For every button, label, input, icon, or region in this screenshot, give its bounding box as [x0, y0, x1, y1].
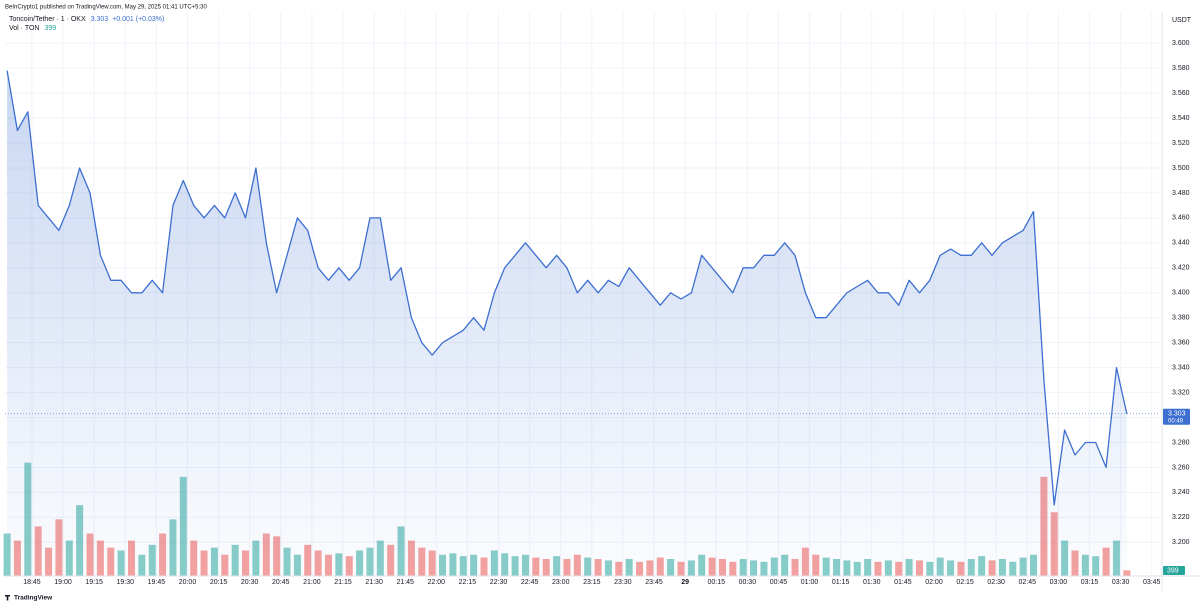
x-tick-label: 23:00	[552, 579, 570, 586]
logo: TradingView	[14, 595, 53, 602]
x-tick-label: 21:00	[303, 579, 321, 586]
x-tick-label: 03:30	[1112, 579, 1130, 586]
y-tick-label: 3.320	[1172, 389, 1190, 396]
y-tick-label: 3.540	[1172, 115, 1190, 122]
y-tick-label: 3.240	[1172, 489, 1190, 496]
y-tick-label: 3.360	[1172, 340, 1190, 347]
current-price-label: 3.303	[1168, 411, 1186, 418]
x-tick-label: 22:00	[428, 579, 446, 586]
x-tick-label: 19:15	[85, 579, 103, 586]
symbol: Toncoin/Tether · 1 · OKX	[9, 16, 86, 23]
x-tick-label: 02:30	[987, 579, 1005, 586]
y-tick-label: 3.400	[1172, 290, 1190, 297]
x-tick-label: 23:45	[645, 579, 663, 586]
y-tick-label: 3.480	[1172, 190, 1190, 197]
x-tick-label: 01:45	[894, 579, 912, 586]
x-tick-label: 19:30	[117, 579, 135, 586]
last-volume: 399	[44, 25, 56, 32]
x-tick-label: 23:15	[583, 579, 601, 586]
x-tick-label: 21:45	[396, 579, 414, 586]
y-tick-label: 3.440	[1172, 240, 1190, 247]
y-tick-label: 3.220	[1172, 514, 1190, 521]
change: +0.001 (+0.03%)	[112, 16, 164, 23]
current-volume-box	[1163, 566, 1185, 575]
countdown: 00:49	[1168, 418, 1184, 424]
y-tick-label: 3.460	[1172, 215, 1190, 222]
x-tick-label: 22:15	[459, 579, 477, 586]
x-tick-label: 20:30	[241, 579, 259, 586]
x-tick-label: 01:00	[801, 579, 819, 586]
x-tick-label: 29	[681, 579, 689, 586]
x-tick-label: 03:45	[1143, 579, 1161, 586]
volume-title: Vol · TON	[9, 25, 39, 32]
volume-bar	[3, 533, 11, 576]
x-tick-label: 22:30	[490, 579, 508, 586]
x-tick-label: 21:30	[365, 579, 383, 586]
x-tick-label: 00:15	[707, 579, 725, 586]
y-tick-label: 3.380	[1172, 315, 1190, 322]
current-price-box	[1163, 408, 1190, 425]
y-tick-label: 3.580	[1172, 65, 1190, 72]
x-tick-label: 21:15	[334, 579, 352, 586]
x-tick-label: 20:15	[210, 579, 228, 586]
y-tick-label: 3.560	[1172, 90, 1190, 97]
publisher: BeInCrypto1 published on TradingView.com…	[5, 5, 208, 11]
logo-icon	[5, 595, 10, 601]
x-tick-label: 02:45	[1019, 579, 1037, 586]
currency: USDT	[1172, 17, 1192, 24]
x-tick-label: 01:15	[832, 579, 850, 586]
x-tick-label: 00:30	[739, 579, 757, 586]
x-tick-label: 20:45	[272, 579, 290, 586]
y-tick-label: 3.280	[1172, 439, 1190, 446]
y-tick-label: 3.520	[1172, 140, 1190, 147]
y-tick-label: 3.260	[1172, 464, 1190, 471]
last-price: 3.303	[91, 16, 109, 23]
price-area	[7, 70, 1127, 576]
x-tick-label: 02:15	[956, 579, 974, 586]
axes: 3.2003.2203.2403.2603.2803.3003.3203.340…	[23, 40, 1190, 586]
price	[5, 70, 1160, 576]
y-tick-label: 3.500	[1172, 165, 1190, 172]
current-volume-label: 399	[1167, 567, 1179, 574]
x-tick-label: 19:45	[148, 579, 166, 586]
y-tick-label: 3.200	[1172, 539, 1190, 546]
legend-price: Toncoin/Tether · 1 · OKX 3.303 +0.001 (+0.…	[9, 16, 164, 23]
x-tick-label: 22:45	[521, 579, 539, 586]
y-tick-label: 3.340	[1172, 364, 1190, 371]
x-tick-label: 01:30	[863, 579, 881, 586]
volume-bar	[1123, 570, 1131, 576]
x-tick-label: 02:00	[925, 579, 943, 586]
x-tick-label: 18:45	[23, 579, 41, 586]
x-tick-label: 19:00	[54, 579, 72, 586]
x-tick-label: 03:00	[1050, 579, 1068, 586]
x-tick-label: 00:45	[770, 579, 788, 586]
x-tick-label: 23:30	[614, 579, 632, 586]
y-tick-label: 3.600	[1172, 40, 1190, 47]
y-tick-label: 3.420	[1172, 265, 1190, 272]
price-line	[6, 70, 1128, 506]
legend-volume: Vol · TON 399	[9, 25, 56, 32]
x-tick-label: 03:15	[1081, 579, 1099, 586]
x-tick-label: 20:00	[179, 579, 197, 586]
